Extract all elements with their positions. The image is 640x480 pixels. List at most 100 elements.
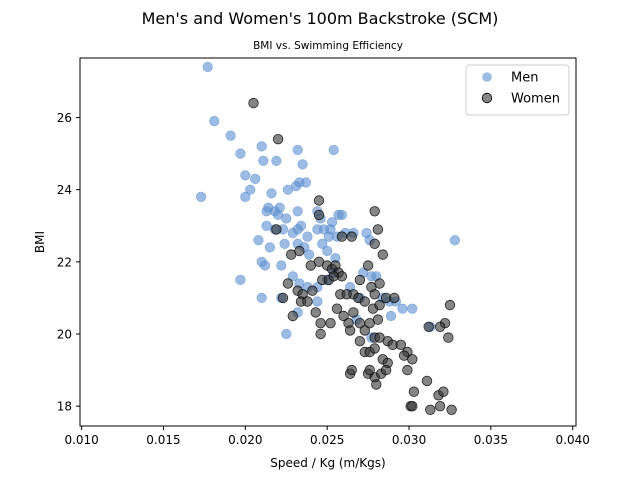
point-men-59	[276, 260, 287, 271]
point-women-10	[294, 245, 305, 257]
y-tick-label-1: 20	[57, 328, 72, 342]
point-men-53	[304, 249, 315, 260]
y-axis-label: BMI	[33, 231, 47, 253]
point-men-60	[287, 271, 298, 282]
point-women-43	[310, 307, 321, 318]
point-women-44	[315, 318, 326, 329]
point-women-3	[313, 195, 325, 206]
point-men-12	[292, 144, 303, 156]
y-tick-label-4: 26	[57, 111, 72, 125]
legend-label-men: Men	[511, 71, 538, 86]
point-women-62	[315, 328, 326, 340]
point-women-79	[371, 379, 382, 390]
point-women-59	[372, 314, 384, 325]
point-women-86	[425, 404, 436, 416]
y-axis-ticks: 18 20 22 24 26	[57, 111, 80, 414]
point-women-24	[374, 278, 385, 289]
point-women-7	[369, 238, 380, 250]
legend-marker-men	[482, 72, 492, 82]
point-men-9	[256, 141, 267, 152]
point-women-47	[338, 310, 349, 322]
x-tick-label-6: 0.040	[556, 433, 590, 447]
x-tick-label-0: 0.010	[64, 433, 98, 447]
point-women-64	[354, 336, 366, 347]
point-women-81	[421, 375, 433, 387]
point-men-50	[279, 238, 290, 249]
point-men-0	[202, 61, 213, 73]
y-tick-label-0: 18	[57, 400, 72, 414]
point-men-79	[397, 303, 408, 314]
point-women-78	[380, 364, 392, 376]
point-men-7	[250, 173, 261, 184]
point-women-19	[346, 231, 357, 242]
legend-marker-women	[481, 92, 493, 104]
x-axis-ticks: 0.010 0.015 0.020 0.025 0.030 0.035 0.040	[64, 426, 590, 447]
point-men-55	[322, 245, 333, 257]
point-women-61	[389, 292, 400, 304]
point-women-80	[364, 364, 375, 376]
point-women-20	[362, 260, 374, 271]
x-tick-label-5: 0.035	[474, 433, 508, 447]
point-women-36	[359, 296, 371, 307]
point-women-83	[408, 386, 420, 397]
plot-points	[196, 61, 461, 416]
point-women-21	[354, 274, 366, 286]
point-women-18	[336, 231, 348, 242]
point-men-48	[253, 235, 264, 246]
point-men-49	[264, 242, 276, 253]
point-men-54	[317, 238, 328, 249]
point-men-43	[325, 224, 336, 235]
point-men-66	[256, 292, 267, 304]
point-women-51	[359, 325, 371, 336]
point-women-4	[313, 209, 325, 221]
point-men-3	[196, 191, 207, 202]
point-men-14	[297, 159, 308, 170]
chart-subtitle: BMI vs. Swimming Efficiency	[253, 40, 403, 52]
point-women-45	[325, 318, 336, 329]
point-men-65	[235, 274, 246, 286]
point-women-38	[374, 299, 385, 311]
point-men-8	[240, 191, 251, 202]
point-women-90	[444, 299, 456, 311]
point-men-38	[302, 231, 313, 242]
point-men-58	[259, 260, 271, 271]
point-men-19	[266, 188, 277, 199]
legend-label-women: Women	[511, 92, 560, 107]
point-women-63	[344, 325, 356, 336]
point-women-87	[434, 401, 446, 412]
point-women-74	[346, 364, 357, 376]
chart-title: Men's and Women's 100m Backstroke (SCM)	[142, 9, 499, 28]
x-axis-label: Speed / Kg (m/Kgs)	[270, 456, 385, 470]
point-women-5	[369, 206, 380, 217]
point-women-6	[372, 224, 384, 235]
point-men-6	[245, 184, 256, 195]
x-tick-label-1: 0.015	[146, 433, 180, 447]
point-women-88	[438, 386, 449, 397]
point-men-81	[385, 310, 397, 322]
point-men-10	[258, 155, 269, 166]
point-women-42	[302, 296, 313, 307]
point-men-86	[449, 235, 461, 246]
point-men-1	[209, 115, 220, 127]
point-men-32	[336, 209, 348, 220]
point-men-13	[328, 144, 339, 156]
point-women-2	[271, 224, 282, 235]
point-women-89	[443, 332, 454, 343]
point-women-28	[307, 285, 318, 296]
point-women-39	[277, 292, 289, 304]
point-women-25	[282, 278, 294, 289]
y-tick-label-2: 22	[57, 255, 72, 269]
point-men-26	[292, 206, 303, 217]
y-tick-label-3: 24	[57, 183, 72, 197]
x-tick-label-3: 0.025	[310, 433, 344, 447]
point-women-40	[287, 310, 299, 322]
point-women-67	[369, 343, 380, 354]
point-women-46	[331, 303, 343, 314]
point-men-5	[240, 170, 251, 181]
point-women-23	[369, 289, 380, 300]
point-women-71	[407, 354, 418, 365]
point-women-49	[348, 307, 359, 318]
point-women-92	[434, 321, 446, 333]
point-women-8	[377, 249, 389, 260]
